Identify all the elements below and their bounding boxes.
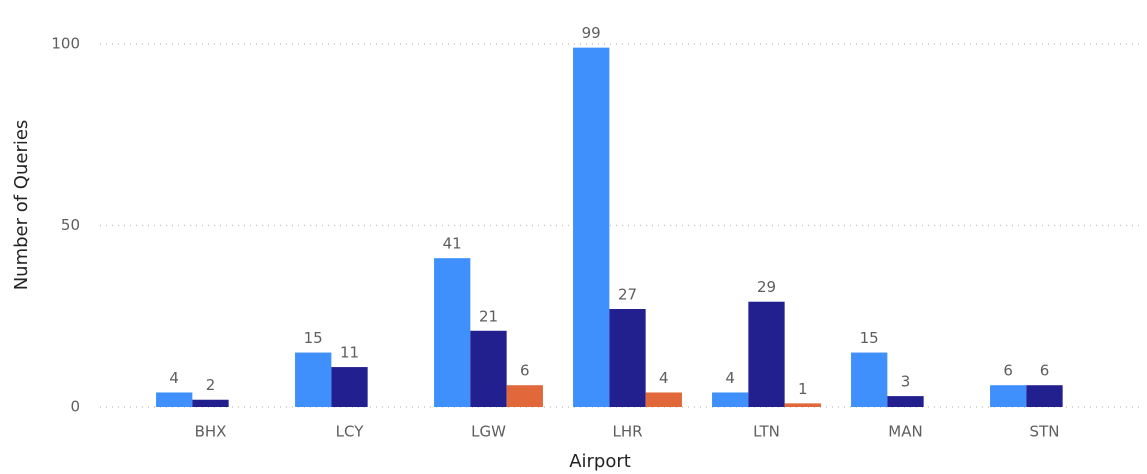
bar xyxy=(470,330,507,407)
x-tick-label: LCY xyxy=(336,423,365,441)
bar xyxy=(331,367,368,407)
data-label: 29 xyxy=(757,278,776,296)
data-label: 15 xyxy=(304,329,323,347)
bar xyxy=(712,392,749,407)
bar xyxy=(1026,385,1063,407)
data-label: 27 xyxy=(618,285,637,303)
data-label: 11 xyxy=(340,344,359,362)
data-label: 3 xyxy=(901,373,911,391)
x-tick-label: LTN xyxy=(753,423,780,441)
x-tick-label: BHX xyxy=(195,423,227,441)
bar xyxy=(434,258,471,407)
y-tick-label: 100 xyxy=(51,35,80,53)
data-label: 6 xyxy=(520,362,530,380)
bar xyxy=(609,308,646,407)
data-label: 4 xyxy=(725,369,735,387)
x-tick-label: LGW xyxy=(471,423,506,441)
data-label: 4 xyxy=(169,369,179,387)
bar xyxy=(156,392,193,407)
data-label: 21 xyxy=(479,307,498,325)
bar xyxy=(645,392,682,407)
data-label: 15 xyxy=(860,329,879,347)
y-axis-title: Number of Queries xyxy=(11,120,32,291)
data-label: 6 xyxy=(1040,362,1050,380)
data-label: 6 xyxy=(1003,362,1013,380)
bar xyxy=(748,301,785,407)
data-label: 99 xyxy=(582,24,601,42)
x-axis-title: Airport xyxy=(569,451,631,472)
data-label: 41 xyxy=(443,235,462,253)
x-tick-label: STN xyxy=(1030,423,1060,441)
bar xyxy=(192,399,229,407)
x-tick-label: MAN xyxy=(888,423,922,441)
data-label: 2 xyxy=(206,376,216,394)
y-tick-label: 0 xyxy=(70,398,80,416)
bar xyxy=(506,385,543,407)
bar xyxy=(887,396,924,407)
bar xyxy=(851,352,888,407)
bar xyxy=(295,352,332,407)
data-label: 4 xyxy=(659,369,669,387)
bar xyxy=(990,385,1027,407)
bar xyxy=(784,403,821,407)
x-tick-label: LHR xyxy=(612,423,642,441)
y-tick-label: 50 xyxy=(61,216,80,234)
data-label: 1 xyxy=(798,380,808,398)
bar xyxy=(573,47,610,407)
